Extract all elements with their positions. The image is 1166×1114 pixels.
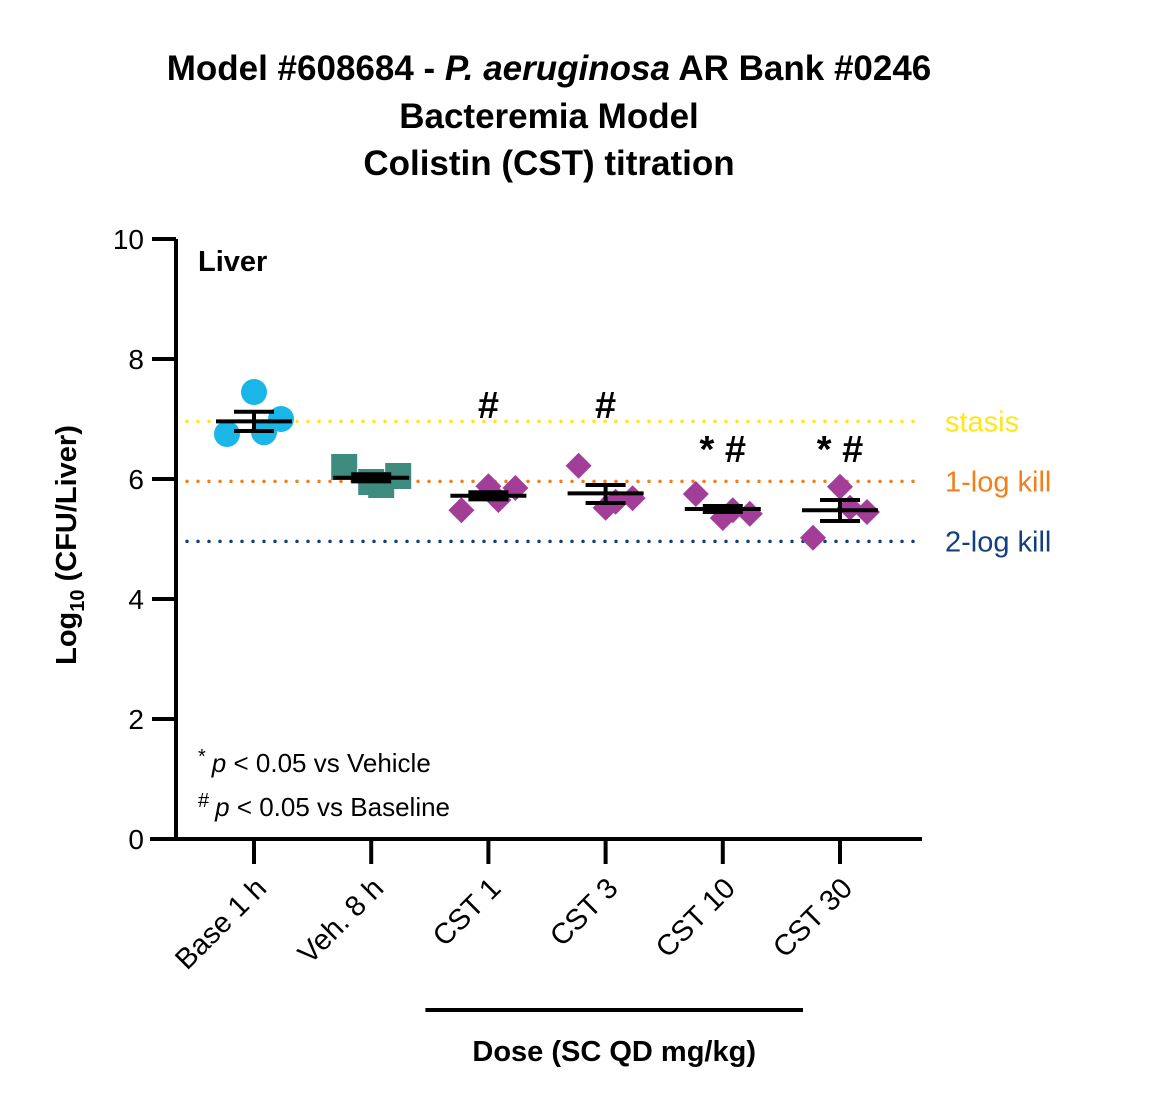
title-part: AR Bank #0246 [670, 49, 931, 88]
series-cst-3 [565, 452, 646, 521]
x-tick-label: Base 1 h [169, 872, 273, 976]
y-tick-label: 4 [128, 584, 144, 615]
y-axis-label-prefix: Log [51, 612, 83, 665]
significance-marker: * # [700, 429, 746, 471]
x-tick-label: CST 3 [544, 872, 624, 952]
y-axis-label-suffix: (CFU/Liver) [51, 425, 83, 589]
footnote-p: p [211, 748, 226, 778]
x-axis-label: Dose (SC QD mg/kg) [472, 1036, 756, 1068]
ref-label-stasis: stasis [945, 406, 1019, 438]
significance-marker: # [478, 385, 499, 427]
footnote-symbol: * [198, 746, 206, 768]
series-cst-10 [682, 481, 763, 531]
data-point [565, 452, 592, 479]
data-point [214, 421, 240, 447]
chart-title-line-3: Colistin (CST) titration [363, 144, 734, 183]
data-point [448, 497, 475, 524]
y-tick-label: 6 [128, 464, 144, 495]
y-tick-label: 0 [128, 824, 144, 855]
data-point [800, 524, 826, 551]
footnote-p: p [214, 792, 229, 822]
y-tick-label: 8 [128, 344, 144, 375]
panel-label: Liver [198, 246, 267, 278]
x-tick-label: CST 30 [767, 872, 859, 964]
y-axis-label-subscript: 10 [67, 589, 89, 611]
significance-marker: * # [817, 429, 863, 471]
footnote-symbol: # [198, 790, 210, 812]
footnote: # p < 0.05 vs Baseline [198, 790, 450, 822]
chart-title-line-2: Bacteremia Model [399, 97, 699, 136]
footnote: * p < 0.05 vs Vehicle [198, 746, 431, 778]
ref-label-2-log-kill: 2-log kill [945, 526, 1051, 558]
data-point [827, 473, 853, 500]
data-point [241, 379, 267, 405]
x-tick-label: CST 10 [650, 872, 742, 964]
title-part: P. aeruginosa [445, 49, 670, 88]
ref-label-1-log-kill: 1-log kill [945, 466, 1051, 498]
x-tick-label: Veh. 8 h [292, 872, 390, 970]
x-tick-label: CST 1 [427, 872, 507, 952]
chart-title-line-1: Model #608684 - P. aeruginosa AR Bank #0… [167, 49, 932, 88]
title-part: Model #608684 - [167, 49, 445, 88]
y-tick-label: 2 [128, 704, 144, 735]
significance-marker: # [595, 385, 616, 427]
data-point [682, 481, 709, 507]
series-veh-8-h [331, 454, 412, 498]
title-part: Colistin (CST) titration [363, 144, 734, 183]
series-cst-30 [800, 473, 880, 551]
y-tick-label: 10 [113, 224, 144, 255]
title-part: Bacteremia Model [399, 97, 699, 136]
y-axis-label: Log10 (CFU/Liver) [51, 425, 89, 665]
footnote-text: < 0.05 vs Baseline [230, 792, 450, 822]
series-cst-1 [448, 473, 529, 524]
footnote-text: < 0.05 vs Vehicle [226, 748, 431, 778]
series-base-1-h [214, 379, 294, 447]
